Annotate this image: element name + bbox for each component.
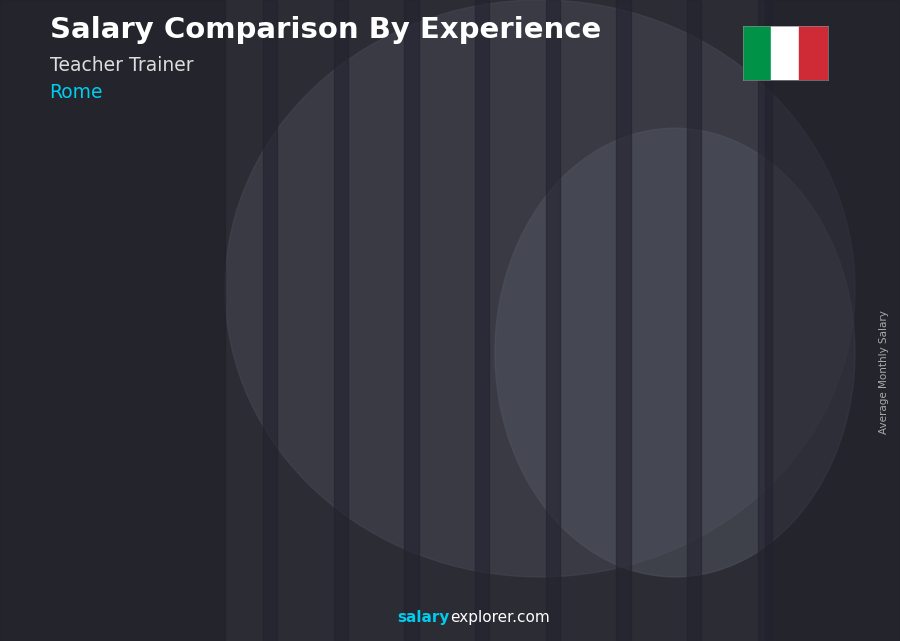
Polygon shape [94,424,164,551]
Polygon shape [454,277,545,283]
Bar [545,0,560,641]
Text: 5,500 EUR: 5,500 EUR [585,233,654,246]
Polygon shape [214,374,305,380]
Text: Average Monthly Salary: Average Monthly Salary [879,310,889,434]
Polygon shape [164,418,185,551]
Polygon shape [524,277,545,551]
Text: +5%: +5% [656,180,702,198]
Polygon shape [403,324,425,551]
Polygon shape [334,329,403,551]
Text: 2,380 EUR: 2,380 EUR [105,399,175,413]
Text: Salary Comparison By Experience: Salary Comparison By Experience [50,16,601,44]
Ellipse shape [225,0,855,577]
Polygon shape [284,374,305,551]
Polygon shape [694,242,763,551]
Text: +34%: +34% [171,318,229,336]
Bar [771,26,799,80]
Text: +21%: +21% [410,221,469,238]
Polygon shape [574,258,644,551]
Text: salary: salary [398,610,450,625]
Text: +30%: +30% [291,267,348,285]
Polygon shape [644,252,665,551]
Bar [758,0,772,641]
Bar [616,0,631,641]
Bar [687,0,701,641]
Bar [475,0,490,641]
Polygon shape [214,380,284,551]
Polygon shape [454,283,524,551]
Polygon shape [334,324,425,329]
Text: explorer.com: explorer.com [450,610,550,625]
Polygon shape [694,237,785,242]
Bar [404,0,419,641]
Text: Rome: Rome [50,83,103,103]
Bar [799,26,828,80]
Polygon shape [574,252,665,258]
Text: 5,780 EUR: 5,780 EUR [705,218,774,231]
Text: 3,200 EUR: 3,200 EUR [225,356,294,369]
Text: 5,030 EUR: 5,030 EUR [465,258,534,271]
Text: 4,150 EUR: 4,150 EUR [345,305,414,318]
Bar [742,26,771,80]
Polygon shape [763,237,785,551]
Text: +9%: +9% [536,195,582,213]
Bar [765,0,900,641]
Bar [0,0,225,641]
Bar [334,0,348,641]
Ellipse shape [495,128,855,577]
Text: Teacher Trainer: Teacher Trainer [50,56,194,76]
Polygon shape [94,418,185,424]
Bar [263,0,277,641]
